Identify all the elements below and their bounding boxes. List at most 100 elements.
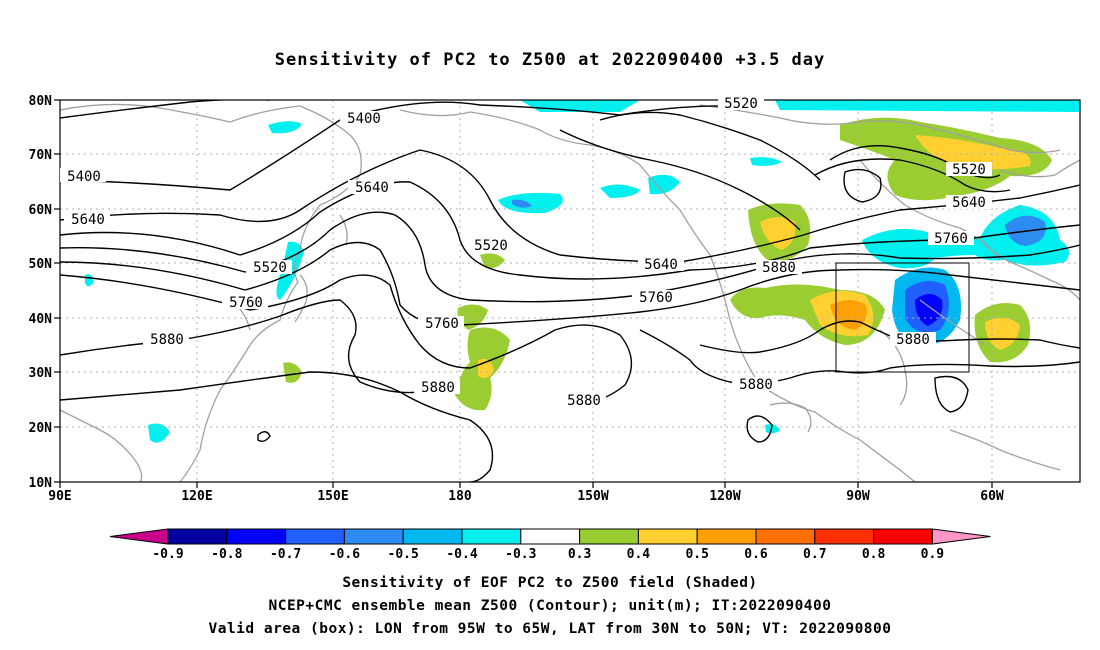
svg-text:5640: 5640 xyxy=(71,212,105,228)
positive-region xyxy=(480,253,505,269)
colorbar-swatch xyxy=(461,528,522,545)
contour-label: 5400 xyxy=(60,168,106,185)
svg-text:5880: 5880 xyxy=(421,380,455,396)
colorbar-swatch xyxy=(696,528,757,545)
svg-text:5400: 5400 xyxy=(67,169,101,185)
lon-label: 60W xyxy=(980,489,1004,504)
colorbar-swatch xyxy=(579,528,639,545)
colorbar-label: 0.7 xyxy=(803,547,826,562)
contour-label: 5880 xyxy=(414,380,460,396)
svg-text:5520: 5520 xyxy=(474,238,508,254)
map-frame xyxy=(59,99,1081,483)
contour-label: 5880 xyxy=(890,332,936,348)
sensitivity-shading xyxy=(85,100,1080,443)
contour-label: 5880 xyxy=(756,260,802,276)
lat-label: 30N xyxy=(29,366,53,381)
contour-labels: 5520 5400 5400 5640 5640 5520 5760 5520 … xyxy=(60,96,992,409)
contour-label: 5640 xyxy=(638,257,684,273)
svg-text:5880: 5880 xyxy=(739,377,773,393)
svg-text:5520: 5520 xyxy=(724,96,758,112)
positive-region xyxy=(457,304,488,330)
lon-label: 90E xyxy=(48,489,71,504)
map-panel xyxy=(60,100,1080,482)
contour-label: 5880 xyxy=(143,332,189,348)
colorbar-label: 0.4 xyxy=(627,547,651,562)
longitude-labels: 90E 120E 150E 180 150W 120W 90W 60W xyxy=(48,489,1004,504)
map-title: Sensitivity of PC2 to Z500 at 2022090400… xyxy=(274,50,826,70)
lon-label: 90W xyxy=(846,489,870,504)
contour-label: 5640 xyxy=(348,180,394,196)
contour-label: 5760 xyxy=(222,295,268,311)
svg-text:5880: 5880 xyxy=(150,332,184,348)
colorbar-swatch xyxy=(343,528,404,545)
colorbar-label: -0.6 xyxy=(329,547,360,562)
lat-label: 70N xyxy=(29,148,53,163)
negative-region xyxy=(648,174,680,195)
svg-text:5880: 5880 xyxy=(896,332,930,348)
svg-text:5520: 5520 xyxy=(253,260,287,276)
svg-text:5760: 5760 xyxy=(229,295,263,311)
contour-label: 5760 xyxy=(632,290,678,306)
lat-label: 60N xyxy=(29,203,53,218)
contour-label: 5520 xyxy=(467,238,513,254)
negative-region xyxy=(498,192,563,214)
lon-label: 180 xyxy=(448,489,472,504)
colorbar-swatch xyxy=(814,528,875,545)
colorbar-swatch xyxy=(755,528,816,545)
colorbar-swatch xyxy=(637,528,698,545)
lon-label: 120E xyxy=(181,489,212,504)
axis-ticks xyxy=(54,99,993,488)
lat-label: 80N xyxy=(29,94,53,109)
contour-label: 5880 xyxy=(732,377,778,393)
colorbar-label: -0.5 xyxy=(388,547,419,562)
lat-label: 40N xyxy=(29,312,53,327)
svg-text:5520: 5520 xyxy=(952,162,986,178)
colorbar-swatch xyxy=(226,528,287,545)
svg-text:5760: 5760 xyxy=(934,231,968,247)
negative-region xyxy=(520,100,640,112)
svg-text:5880: 5880 xyxy=(762,260,796,276)
colorbar-swatches xyxy=(109,528,991,545)
contour-label: 5520 xyxy=(718,96,764,112)
lat-label: 10N xyxy=(29,476,53,491)
negative-region xyxy=(148,423,170,443)
svg-text:5880: 5880 xyxy=(567,393,601,409)
colorbar-label: 0.6 xyxy=(744,547,768,562)
lat-label: 50N xyxy=(29,257,53,272)
positive-region xyxy=(985,317,1020,350)
negative-region xyxy=(775,100,1080,112)
colorbar-label: -0.9 xyxy=(152,547,183,562)
colorbar-swatch xyxy=(931,528,991,545)
contour-label: 5400 xyxy=(340,111,386,127)
lon-label: 120W xyxy=(709,489,740,504)
colorbar-label: -0.3 xyxy=(505,547,536,562)
svg-text:5640: 5640 xyxy=(355,180,389,196)
contour-label: 5640 xyxy=(946,195,992,211)
footer-line-1: Sensitivity of EOF PC2 to Z500 field (Sh… xyxy=(342,575,758,591)
colorbar-swatch xyxy=(402,528,463,545)
lat-label: 20N xyxy=(29,421,53,436)
z500-contours xyxy=(60,100,1080,482)
negative-region xyxy=(512,199,532,208)
positive-region xyxy=(760,217,796,250)
colorbar-swatch xyxy=(167,528,228,545)
svg-text:5760: 5760 xyxy=(425,316,459,332)
contour-label: 5520 xyxy=(246,260,292,276)
svg-text:5640: 5640 xyxy=(644,257,678,273)
valid-area-box xyxy=(835,262,970,373)
colorbar-label: -0.8 xyxy=(211,547,242,562)
lon-label: 150W xyxy=(577,489,608,504)
contour-label: 5640 xyxy=(64,212,110,228)
colorbar-swatch xyxy=(285,528,345,545)
negative-region xyxy=(750,157,782,166)
colorbar-label: -0.4 xyxy=(446,547,477,562)
contour-label: 5760 xyxy=(418,316,464,332)
footer-line-2: NCEP+CMC ensemble mean Z500 (Contour); u… xyxy=(268,598,832,614)
negative-region xyxy=(268,121,302,134)
negative-region xyxy=(600,184,640,198)
colorbar-swatch xyxy=(109,528,169,545)
svg-text:5640: 5640 xyxy=(952,195,986,211)
colorbar: -0.9 -0.8 -0.7 -0.6 -0.5 -0.4 -0.3 0.3 0.4 0.5 0.6… xyxy=(109,528,991,562)
positive-region xyxy=(283,362,302,383)
